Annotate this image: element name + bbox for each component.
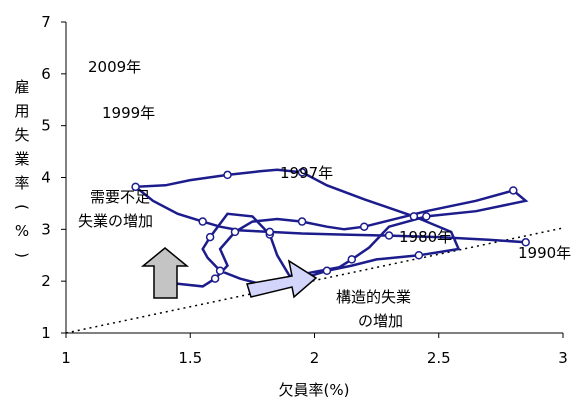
data-point <box>322 266 332 276</box>
data-point <box>223 170 232 180</box>
label-1999: 1999年 <box>102 104 155 122</box>
data-point <box>205 232 215 242</box>
data-point <box>297 168 307 177</box>
y-tick-label: 2 <box>41 272 51 290</box>
data-point <box>230 227 240 237</box>
data-point <box>414 251 424 260</box>
x-tick-label: 1 <box>61 349 71 367</box>
y-axis-title-char: 失 <box>14 126 29 144</box>
y-axis-title-char: % <box>15 222 29 240</box>
up-arrow-icon <box>140 247 190 299</box>
y-axis-title-char: ( <box>13 204 31 210</box>
y-axis-title-char: ) <box>13 252 31 258</box>
y-axis-title-char: 業 <box>14 150 29 168</box>
label-1997: 1997年 <box>280 164 333 182</box>
y-axis-title-char: 率 <box>14 174 29 192</box>
data-point <box>359 222 369 231</box>
data-point <box>409 212 419 221</box>
y-axis-title-char: 用 <box>14 102 29 120</box>
x-tick-label: 2 <box>310 349 320 367</box>
data-point <box>422 212 431 221</box>
data-point <box>297 217 307 226</box>
x-tick-group: 1 1.5 2 2.5 3 <box>61 333 568 367</box>
y-axis-title-char: 雇 <box>14 78 29 96</box>
y-tick-group: 1 2 3 4 5 6 7 <box>41 13 66 342</box>
data-point <box>509 186 518 195</box>
y-tick-label: 7 <box>41 13 51 31</box>
y-tick-label: 5 <box>41 117 51 135</box>
y-tick-label: 6 <box>41 65 51 83</box>
x-tick-label: 1.5 <box>178 349 202 367</box>
label-structural-1: 構造的失業 <box>336 288 411 306</box>
label-2009: 2009年 <box>88 58 141 76</box>
data-point <box>198 217 207 226</box>
data-point <box>215 266 225 276</box>
y-tick-label: 1 <box>41 324 51 342</box>
label-1990: 1990年 <box>518 244 571 262</box>
y-tick-label: 3 <box>41 220 51 238</box>
data-point <box>521 238 530 247</box>
x-tick-label: 2.5 <box>427 349 451 367</box>
x-axis-title: 欠員率(%) <box>279 381 350 399</box>
data-point <box>210 274 220 283</box>
y-tick-label: 4 <box>41 169 51 187</box>
data-point <box>347 255 357 264</box>
marker-group <box>131 168 530 290</box>
data-point <box>131 182 140 192</box>
x-tick-label: 3 <box>558 349 568 367</box>
label-demand-deficient-1: 需要不足 <box>90 188 150 206</box>
label-1980: 1980年 <box>399 228 452 246</box>
data-point <box>384 231 394 240</box>
diagonal-reference-line <box>65 227 564 334</box>
label-structural-2: の増加 <box>358 312 403 330</box>
right-arrow-icon <box>246 259 318 299</box>
label-demand-deficient-2: 失業の増加 <box>78 212 153 230</box>
data-point <box>265 227 275 237</box>
